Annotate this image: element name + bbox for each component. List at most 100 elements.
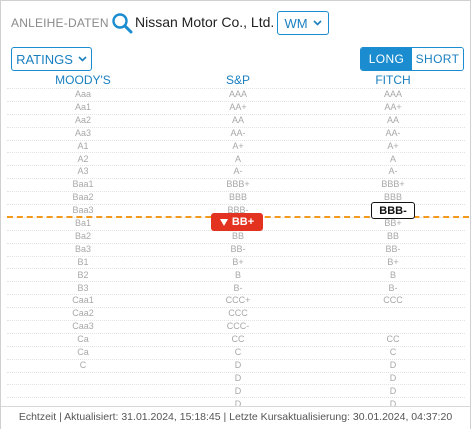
ratings-label: RATINGS <box>16 51 73 67</box>
rating-cell-moodys: Baa3 <box>72 205 94 216</box>
rating-cell-moodys: Caa3 <box>72 321 94 332</box>
rating-cell-fitch: C <box>389 347 397 357</box>
rating-cell-sp: CCC <box>228 308 248 319</box>
column-header-fitch: FITCH <box>375 73 411 87</box>
scale-row <box>7 384 465 397</box>
scale-row <box>7 358 465 372</box>
rating-cell-fitch: B+ <box>387 256 399 267</box>
scale-row <box>7 294 465 307</box>
rating-cell-moodys: Ba1 <box>74 218 91 228</box>
rating-cell-fitch: BBB <box>383 192 402 203</box>
scale-row <box>7 88 465 101</box>
rating-cell-fitch: D <box>389 372 397 383</box>
rating-cell-sp: AA- <box>230 127 246 138</box>
rating-cell-moodys: Aa2 <box>74 114 91 125</box>
company-name: Nissan Motor Co., Ltd. <box>135 14 275 30</box>
rating-cell-moodys: Baa2 <box>72 192 94 203</box>
scale-row <box>7 255 465 269</box>
sp-current-rating-badge[interactable]: BB+ <box>211 213 263 231</box>
scale-row <box>7 397 465 410</box>
scale-row <box>7 152 465 165</box>
rating-cell-sp: A <box>234 153 241 164</box>
rating-cell-fitch: BB <box>386 230 399 241</box>
rating-cell-sp: B+ <box>232 256 244 267</box>
rating-cell-fitch: A <box>389 153 396 164</box>
scale-row <box>7 178 465 191</box>
chevron-down-icon <box>78 56 87 62</box>
rating-cell-moodys: Caa2 <box>72 308 94 319</box>
scale-row <box>7 204 465 217</box>
ratings-select[interactable]: RATINGS <box>11 47 92 71</box>
rating-cell-moodys: Caa1 <box>72 295 94 306</box>
rating-cell-sp: B- <box>233 282 243 293</box>
rating-cell-sp: BBB <box>228 192 247 203</box>
rating-cell-moodys: Ca <box>77 334 89 345</box>
rating-cell-moodys: Baa1 <box>72 179 94 190</box>
fitch-current-rating-value: BBB- <box>379 204 407 217</box>
rating-cell-sp: CC <box>231 334 245 345</box>
scale-row <box>7 332 465 346</box>
rating-cell-sp: AA+ <box>229 101 247 112</box>
rating-cell-moodys: Aa3 <box>74 127 91 138</box>
rating-cell-sp: CCC+ <box>225 295 251 306</box>
rating-cell-moodys: B3 <box>77 282 89 293</box>
rating-cell-fitch: BB+ <box>384 218 402 228</box>
column-header-moodys: MOODY'S <box>55 73 111 87</box>
rating-cell-fitch: A+ <box>387 140 399 151</box>
status-footer: Echtzeit | Aktualisiert: 31.01.2024, 15:… <box>1 406 470 429</box>
exchange-value: WM <box>284 15 308 31</box>
widget-header: ANLEIHE-DATEN Nissan Motor Co., Ltd. WM <box>11 11 461 37</box>
scale-row <box>7 100 465 114</box>
rating-cell-sp: BBB- <box>227 205 249 216</box>
rating-cell-moodys: A2 <box>77 153 89 164</box>
scale-row <box>7 268 465 281</box>
rating-cell-moodys: Aa1 <box>74 101 91 112</box>
rating-cell-fitch: CCC <box>383 295 403 306</box>
rating-cell-sp: BB <box>231 230 244 241</box>
rating-cell-moodys: Ba3 <box>74 243 91 254</box>
exchange-select[interactable]: WM <box>277 11 329 35</box>
search-icon[interactable] <box>111 12 133 34</box>
rating-cell-moodys: Ca <box>77 347 89 357</box>
rating-cell-sp: AA <box>231 114 244 125</box>
scale-row <box>7 320 465 333</box>
sp-current-rating-value: BB+ <box>231 216 255 228</box>
rating-cell-moodys: C <box>79 359 87 370</box>
chevron-down-icon <box>312 20 322 26</box>
rating-cell-fitch: BBB+ <box>381 179 405 190</box>
fitch-current-rating-badge[interactable]: BBB- <box>371 202 415 219</box>
rating-cell-fitch: AA+ <box>384 101 402 112</box>
rating-cell-sp: D <box>234 398 242 409</box>
rating-cell-fitch: B- <box>388 282 398 293</box>
section-label: ANLEIHE-DATEN <box>11 16 109 30</box>
rating-cell-moodys: B1 <box>77 256 89 267</box>
rating-cell-fitch: D <box>389 385 397 396</box>
rating-cell-fitch: AAA <box>383 89 402 99</box>
rating-cell-fitch: AA- <box>385 127 401 138</box>
short-toggle-button[interactable]: SHORT <box>412 48 463 70</box>
scale-row <box>7 345 465 359</box>
term-toggle: LONG SHORT <box>360 47 464 71</box>
scale-row <box>7 165 465 178</box>
long-toggle-button[interactable]: LONG <box>361 48 412 70</box>
rating-cell-sp: A+ <box>232 140 244 151</box>
scale-row <box>7 126 465 140</box>
rating-cell-sp: D <box>234 385 242 396</box>
rating-cell-fitch: AA <box>386 114 399 125</box>
downgrade-arrow-icon <box>219 218 228 226</box>
rating-cell-sp: BBB+ <box>226 179 250 190</box>
rating-cell-fitch: D <box>389 398 397 409</box>
scale-row <box>7 281 465 294</box>
scale-row <box>7 191 465 204</box>
rating-cell-sp: D <box>234 359 242 370</box>
column-header-sp: S&P <box>225 73 250 87</box>
rating-cell-fitch: A- <box>388 166 398 177</box>
scale-row <box>7 371 465 385</box>
rating-cell-sp: CCC- <box>226 321 250 332</box>
rating-cell-sp: D <box>234 372 242 383</box>
rating-cell-moodys: B2 <box>77 269 89 280</box>
rating-cell-sp: C <box>234 347 242 357</box>
rating-cell-fitch: BB- <box>385 243 401 254</box>
rating-cell-sp: B <box>234 269 241 280</box>
